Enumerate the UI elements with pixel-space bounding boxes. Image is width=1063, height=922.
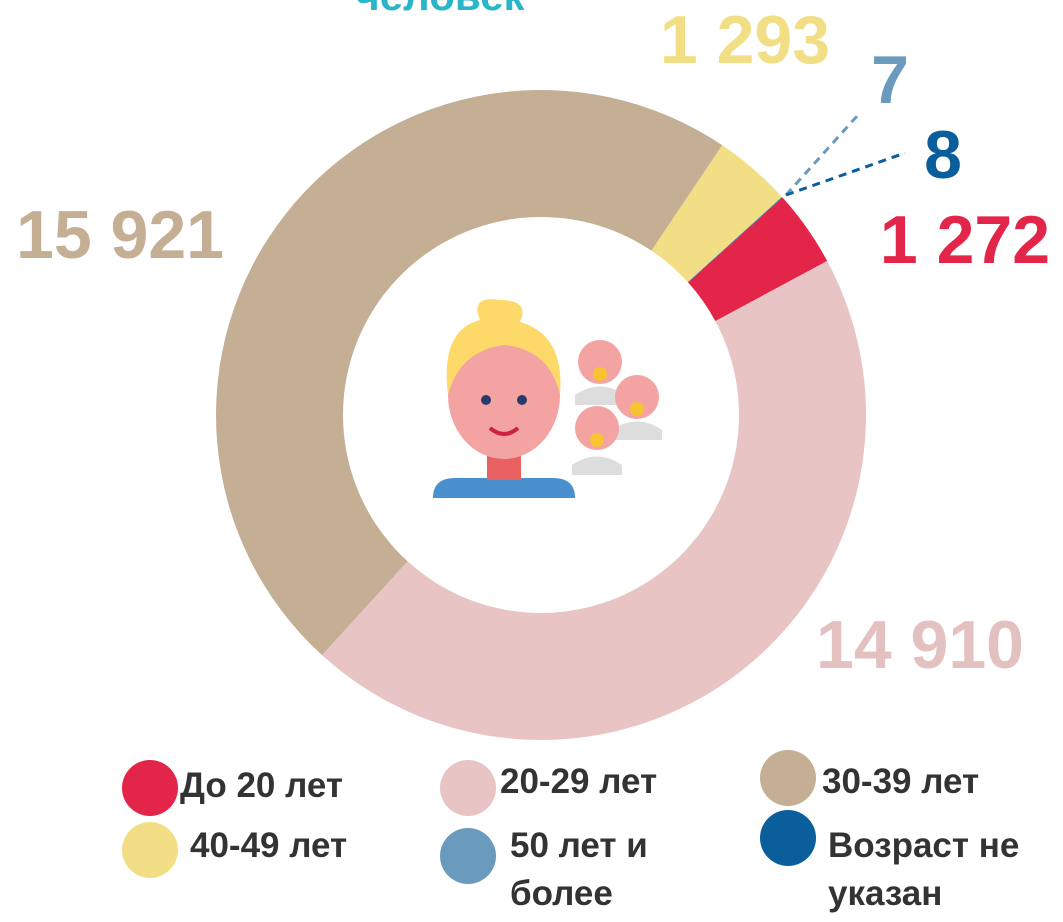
value-label: 7	[871, 42, 909, 118]
leader-line	[786, 153, 905, 195]
legend-label: 20-29 лет	[500, 758, 750, 806]
legend-marker	[122, 822, 178, 878]
legend-marker	[760, 810, 816, 866]
center-icon	[433, 299, 662, 498]
value-label: 15 921	[16, 197, 224, 273]
legend-label: 30-39 лет	[822, 758, 1052, 806]
value-label: 1 293	[660, 2, 830, 78]
legend-marker	[440, 760, 496, 816]
page: человек 1 27214 91015 9211 29378 До 20 л…	[0, 0, 1063, 922]
leader-line	[786, 115, 858, 195]
donut-slice	[322, 261, 866, 740]
legend-label: 40-49 лет	[190, 822, 440, 870]
legend-label: До 20 лет	[180, 762, 430, 810]
legend-label: 50 лет и более	[510, 822, 680, 918]
value-label: 14 910	[816, 607, 1024, 683]
legend-marker	[440, 828, 496, 884]
legend-marker	[760, 750, 816, 806]
legend-marker	[122, 760, 178, 816]
legend-label: Возраст не указан	[828, 822, 1028, 918]
value-label: 8	[924, 117, 962, 193]
value-label: 1 272	[880, 202, 1050, 278]
